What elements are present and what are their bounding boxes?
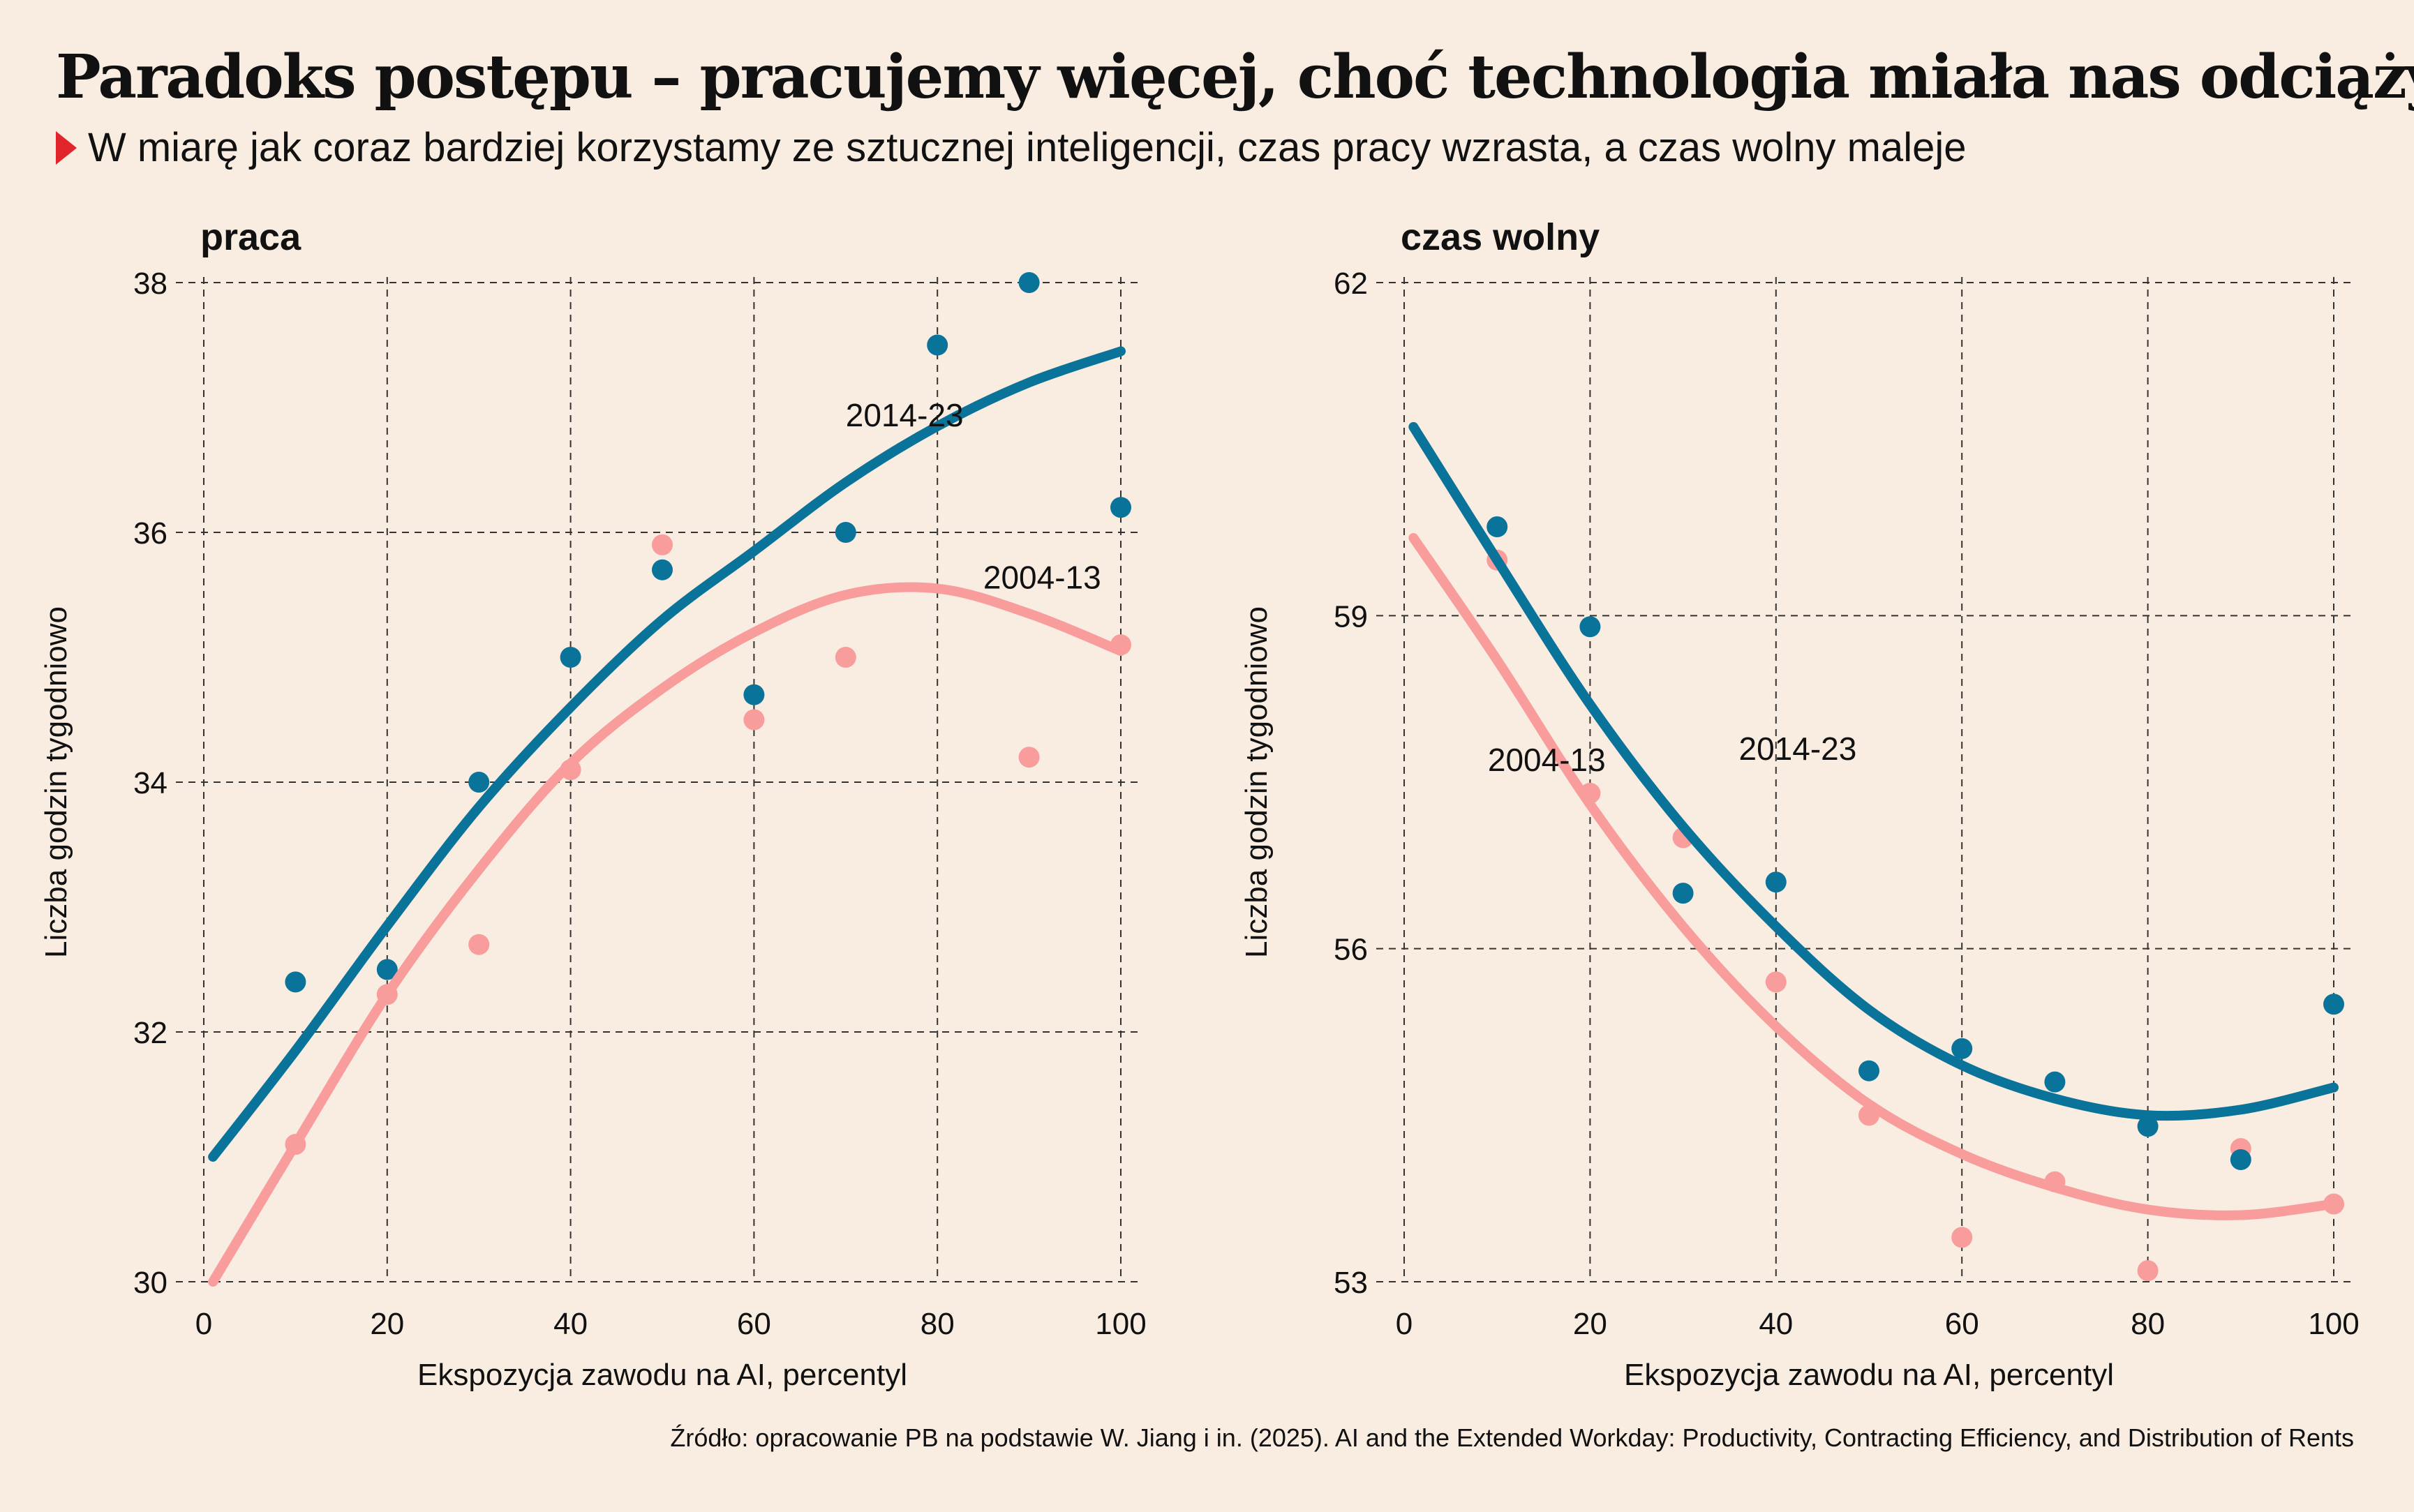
data-point-2014-23 <box>1018 272 1040 293</box>
y-tick-label: 62 <box>1334 267 1368 301</box>
data-point-2014-23 <box>2137 1116 2159 1137</box>
data-point-2014-23 <box>1110 497 1131 518</box>
data-point-2014-23 <box>1858 1060 1879 1081</box>
subtitle-text: W miarę jak coraz bardziej korzystamy ze… <box>88 125 1967 170</box>
data-point-2014-23 <box>2230 1148 2251 1170</box>
y-tick-label: 30 <box>133 1266 167 1300</box>
data-point-2014-23 <box>285 971 306 993</box>
y-tick-label: 56 <box>1334 933 1368 967</box>
data-point-2014-23 <box>1672 883 1694 904</box>
data-point-2004-13 <box>652 534 673 555</box>
x-tick-label: 80 <box>2131 1307 2165 1341</box>
data-point-2014-23 <box>1951 1038 1973 1059</box>
data-point-2004-13 <box>468 934 490 955</box>
y-axis-label: Liczba godzin tygodniowo <box>39 606 73 958</box>
x-axis-label: Ekspozycja zawodu na AI, percentyl <box>1624 1358 2114 1392</box>
trend-line-2014-23 <box>208 346 1126 1162</box>
x-tick-label: 60 <box>737 1307 771 1341</box>
x-tick-label: 0 <box>195 1307 212 1341</box>
y-tick-label: 59 <box>1334 599 1368 634</box>
data-point-2014-23 <box>468 772 490 793</box>
data-point-2004-13 <box>743 709 765 731</box>
series-label-2004-13: 2004-13 <box>1488 742 1606 778</box>
data-point-2014-23 <box>2044 1071 2066 1093</box>
data-point-2014-23 <box>2323 994 2344 1015</box>
data-point-2004-13 <box>1018 747 1040 768</box>
chart-panel-2: 53 56 59 62 0 20 40 60 80 100 czas wolny Ekspozycja… <box>1239 216 2360 1392</box>
x-tick-label: 20 <box>1573 1307 1607 1341</box>
x-tick-label: 60 <box>1945 1307 1979 1341</box>
data-point-2004-13 <box>1765 971 1787 993</box>
x-tick-label: 80 <box>921 1307 955 1341</box>
y-tick-label: 32 <box>133 1016 167 1050</box>
x-tick-label: 40 <box>1759 1307 1793 1341</box>
x-axis-label: Ekspozycja zawodu na AI, percentyl <box>417 1358 907 1392</box>
subtitle: W miarę jak coraz bardziej korzystamy ze… <box>56 124 1966 171</box>
panel-title: czas wolny <box>1401 216 1600 258</box>
trend-line-2004-13 <box>208 582 1126 1287</box>
y-tick-label: 38 <box>133 267 167 301</box>
y-tick-label: 36 <box>133 516 167 551</box>
trend-line-2014-23 <box>1408 421 2339 1121</box>
data-point-2004-13 <box>2137 1260 2159 1282</box>
data-point-2004-13 <box>835 647 856 668</box>
data-point-2014-23 <box>1765 871 1787 893</box>
y-tick-label: 34 <box>133 766 167 800</box>
series-label-2014-23: 2014-23 <box>846 397 964 433</box>
data-point-2014-23 <box>743 684 765 705</box>
data-point-2014-23 <box>652 559 673 581</box>
data-point-2014-23 <box>560 647 581 668</box>
data-point-2014-23 <box>1579 616 1601 638</box>
x-tick-label: 20 <box>370 1307 404 1341</box>
x-tick-label: 100 <box>2308 1307 2359 1341</box>
y-tick-label: 53 <box>1334 1266 1368 1300</box>
page-title: Paradoks postępu – pracujemy więcej, cho… <box>56 42 2414 112</box>
series-label-2014-23: 2014-23 <box>1739 731 1857 767</box>
series-label-2004-13: 2004-13 <box>983 560 1101 596</box>
x-tick-label: 100 <box>1095 1307 1146 1341</box>
x-tick-label: 40 <box>553 1307 588 1341</box>
data-point-2014-23 <box>376 959 398 980</box>
panel-title: praca <box>200 216 301 258</box>
y-axis-label: Liczba godzin tygodniowo <box>1239 606 1274 958</box>
data-point-2004-13 <box>1951 1227 1973 1248</box>
data-point-2014-23 <box>927 334 948 356</box>
triangle-marker-icon <box>56 130 77 165</box>
x-tick-label: 0 <box>1396 1307 1413 1341</box>
data-point-2014-23 <box>835 522 856 543</box>
trend-line-2004-13 <box>1408 532 2339 1220</box>
chart-panel-1: 30 32 34 36 38 0 20 40 60 80 100 praca Ekspozycja za… <box>39 216 1147 1392</box>
source-note: Źródło: opracowanie PB na podstawie W. J… <box>670 1423 2354 1452</box>
data-point-2014-23 <box>1487 516 1508 538</box>
